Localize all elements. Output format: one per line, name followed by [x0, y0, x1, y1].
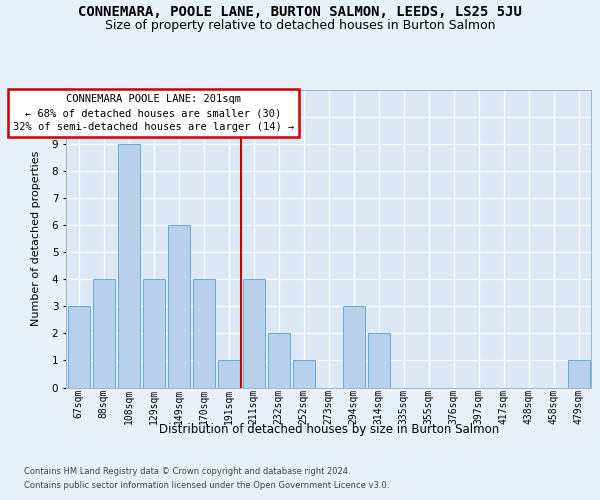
- Text: Distribution of detached houses by size in Burton Salmon: Distribution of detached houses by size …: [158, 422, 499, 436]
- Bar: [167, 225, 190, 388]
- Bar: [92, 280, 115, 388]
- Text: CONNEMARA POOLE LANE: 201sqm
← 68% of detached houses are smaller (30)
32% of se: CONNEMARA POOLE LANE: 201sqm ← 68% of de…: [13, 94, 294, 132]
- Bar: [67, 306, 89, 388]
- Text: Size of property relative to detached houses in Burton Salmon: Size of property relative to detached ho…: [105, 18, 495, 32]
- Bar: [293, 360, 314, 388]
- Bar: [193, 280, 215, 388]
- Bar: [143, 280, 164, 388]
- Bar: [367, 334, 389, 388]
- Text: Contains public sector information licensed under the Open Government Licence v3: Contains public sector information licen…: [24, 481, 389, 490]
- Text: CONNEMARA, POOLE LANE, BURTON SALMON, LEEDS, LS25 5JU: CONNEMARA, POOLE LANE, BURTON SALMON, LE…: [78, 5, 522, 19]
- Bar: [568, 360, 589, 388]
- Y-axis label: Number of detached properties: Number of detached properties: [31, 151, 41, 326]
- Bar: [242, 280, 265, 388]
- Bar: [118, 144, 139, 388]
- Bar: [218, 360, 239, 388]
- Bar: [343, 306, 365, 388]
- Text: Contains HM Land Registry data © Crown copyright and database right 2024.: Contains HM Land Registry data © Crown c…: [24, 467, 350, 476]
- Bar: [268, 334, 290, 388]
